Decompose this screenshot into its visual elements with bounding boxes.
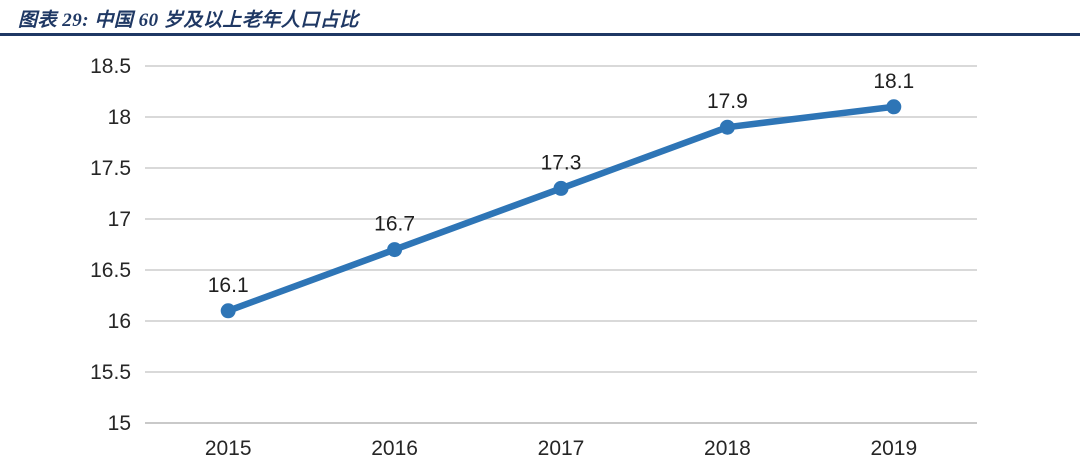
data-label: 18.1 xyxy=(873,70,914,93)
data-point xyxy=(220,303,236,319)
data-label: 17.3 xyxy=(541,151,582,174)
title-rule xyxy=(0,33,1080,36)
data-point xyxy=(719,119,735,135)
y-tick-label: 17.5 xyxy=(90,157,131,180)
x-tick-label: 2019 xyxy=(870,437,917,460)
data-label: 17.9 xyxy=(707,90,748,113)
y-tick-label: 15.5 xyxy=(90,361,131,384)
figure-title: 图表 29: 中国 60 岁及以上老年人口占比 xyxy=(18,10,359,31)
x-tick-label: 2018 xyxy=(704,437,751,460)
data-point xyxy=(886,99,902,115)
y-tick-label: 18.5 xyxy=(90,55,131,78)
data-point xyxy=(553,180,569,196)
data-label: 16.1 xyxy=(208,274,249,297)
x-tick-label: 2017 xyxy=(538,437,585,460)
y-tick-label: 18 xyxy=(108,106,131,129)
data-point xyxy=(387,242,403,258)
x-tick-label: 2015 xyxy=(205,437,252,460)
y-tick-label: 16 xyxy=(108,310,131,333)
y-tick-label: 16.5 xyxy=(90,259,131,282)
y-tick-label: 17 xyxy=(108,208,131,231)
series-line xyxy=(224,103,898,315)
data-label: 16.7 xyxy=(374,213,415,236)
x-tick-label: 2016 xyxy=(371,437,418,460)
y-tick-label: 15 xyxy=(108,412,131,435)
